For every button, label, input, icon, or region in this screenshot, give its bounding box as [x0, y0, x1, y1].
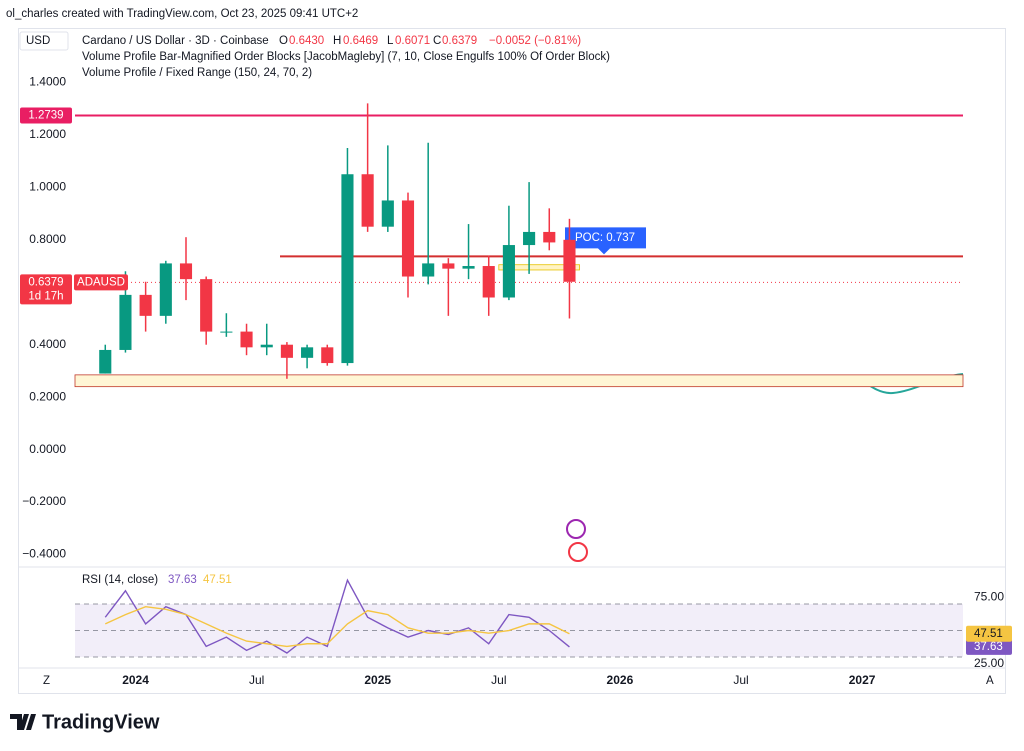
candle-body	[401, 200, 415, 277]
poc-label-box	[565, 227, 646, 255]
x-tick-label: Jul	[249, 673, 264, 687]
ohlc-label: L	[387, 35, 394, 47]
currency[interactable]: USD	[26, 35, 50, 47]
rsi-legend-value: 47.51	[203, 574, 232, 586]
ohlc-value: 0.6379	[442, 35, 477, 47]
candle-body	[422, 263, 435, 277]
y-tick-label: 0.0000	[29, 442, 66, 456]
x-tick-label: Jul	[733, 673, 748, 687]
ohlc-value: 0.6430	[289, 35, 324, 47]
rsi-value-label: 37.63	[974, 641, 1003, 653]
attribution: ol_charles created with TradingView.com,…	[6, 8, 358, 20]
scale-button[interactable]: Z	[43, 675, 50, 687]
y-tick-label: 1.4000	[29, 75, 66, 89]
symbol-label-box	[74, 274, 128, 291]
order-block-zone	[74, 374, 964, 388]
candle-body	[220, 331, 233, 333]
event-icon[interactable]	[566, 519, 586, 539]
ohlc-label: O	[279, 35, 288, 47]
candle-body	[99, 349, 112, 374]
candle-body	[240, 331, 253, 348]
candle-body	[563, 239, 576, 282]
candle-body	[301, 347, 314, 358]
logo-icon	[10, 714, 36, 730]
y-tick-label: 0.4000	[29, 337, 66, 351]
rsi-tick-label: 75.00	[974, 590, 1004, 604]
poc-label: POC: 0.737	[575, 232, 635, 244]
candle-body	[341, 174, 354, 364]
candle-body	[442, 263, 455, 269]
rsi-value-box	[966, 638, 1012, 655]
logo: TradingView	[10, 711, 160, 733]
y-tick-label: 0.8000	[29, 232, 66, 246]
ohlc-change: −0.0052 (−0.81%)	[489, 35, 581, 47]
rsi-value-box	[966, 625, 1012, 642]
indicator-legend: Volume Profile Bar-Magnified Order Block…	[82, 51, 610, 63]
y-tick-label: −0.2000	[22, 494, 66, 508]
order-block-zone	[498, 264, 580, 271]
candle-body	[381, 200, 394, 227]
indicator-legend: Volume Profile / Fixed Range (150, 24, 7…	[82, 67, 312, 79]
scale-button[interactable]: A	[986, 675, 994, 687]
candle-body	[482, 266, 495, 298]
candle-body	[200, 279, 213, 332]
chart-frame	[18, 28, 1006, 694]
candle-body	[502, 245, 515, 298]
y-tick-label: −0.4000	[22, 547, 66, 561]
rsi-title: RSI (14, close)	[82, 574, 158, 586]
candle-body	[159, 263, 172, 316]
candle-body	[462, 266, 475, 269]
y-tick-label: 1.0000	[29, 180, 66, 194]
symbol-label: ADAUSD	[77, 276, 125, 288]
event-icon[interactable]	[568, 542, 588, 562]
level-label: 1.2739	[28, 110, 63, 122]
y-tick-label: 1.2000	[29, 127, 66, 141]
y-tick-label: 0.2000	[29, 389, 66, 403]
symbol-title: Cardano / US Dollar · 3D · Coinbase	[82, 35, 269, 47]
candle-body	[139, 294, 152, 316]
price-label: 0.6379	[28, 276, 63, 288]
x-tick-label: 2027	[849, 673, 876, 687]
price-label-box	[20, 274, 72, 305]
ohlc-value: 0.6071	[395, 35, 430, 47]
rsi-tick-label: 25.00	[974, 656, 1004, 670]
candle-body	[361, 174, 374, 227]
x-tick-label: Jul	[491, 673, 506, 687]
candle-body	[280, 344, 293, 358]
logo-text: TradingView	[42, 711, 160, 733]
candle-body	[179, 263, 193, 280]
ohlc-label: C	[433, 35, 441, 47]
ohlc-value: 0.6469	[343, 35, 378, 47]
rsi-line	[104, 605, 570, 648]
rsi-value-label: 47.51	[974, 628, 1003, 640]
x-tick-label: 2024	[122, 673, 149, 687]
currency-box[interactable]	[19, 31, 69, 51]
ohlc-label: H	[333, 35, 341, 47]
candle-body	[260, 344, 273, 348]
rsi-legend-value: 37.63	[168, 574, 197, 586]
candle-body	[321, 347, 334, 364]
x-tick-label: 2025	[364, 673, 391, 687]
candle-body	[523, 231, 536, 246]
level-label-box	[20, 107, 72, 124]
candle-body	[119, 294, 132, 350]
price-countdown: 1d 17h	[28, 290, 63, 302]
x-tick-label: 2026	[607, 673, 634, 687]
candle-body	[543, 231, 556, 243]
